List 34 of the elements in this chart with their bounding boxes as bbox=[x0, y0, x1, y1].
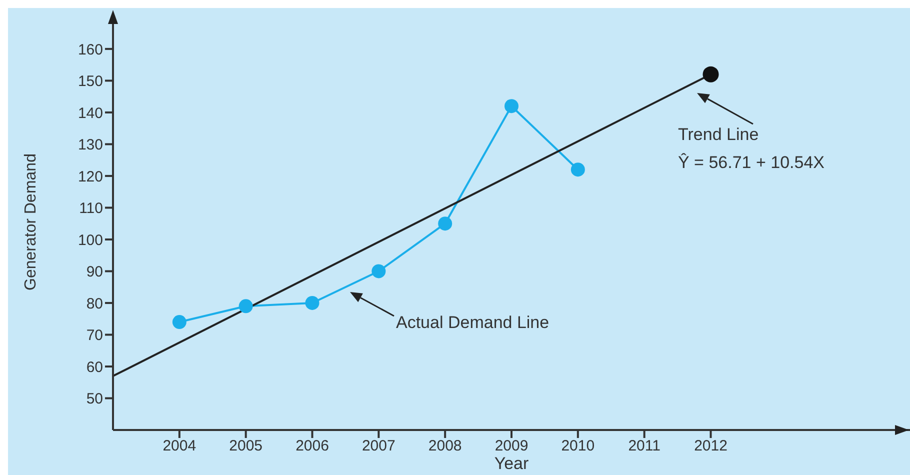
point bbox=[438, 216, 452, 231]
point bbox=[702, 66, 719, 82]
y-tick-label: 70 bbox=[86, 327, 103, 344]
point bbox=[504, 99, 518, 114]
x-tick-label: 2009 bbox=[494, 438, 528, 455]
y-tick-label: 110 bbox=[79, 200, 103, 218]
annotation: Ŷ = 56.71 + 10.54X bbox=[678, 153, 825, 172]
y-tick-label: 140 bbox=[78, 104, 103, 122]
x-axis-title: Year bbox=[494, 454, 530, 473]
x-tick-label: 2004 bbox=[162, 438, 196, 455]
point bbox=[305, 296, 320, 310]
annotation: Trend Line bbox=[678, 125, 759, 144]
x-tick-label: 2008 bbox=[428, 438, 462, 455]
y-tick-label: 80 bbox=[86, 295, 103, 312]
point bbox=[372, 264, 386, 278]
y-tick-label: 120 bbox=[78, 168, 103, 186]
y-tick-label: 160 bbox=[78, 41, 103, 58]
x-tick-label: 2012 bbox=[694, 438, 728, 455]
y-tick-label: 50 bbox=[86, 390, 103, 408]
x-tick-label: 2011 bbox=[628, 438, 660, 455]
x-tick-label: 2005 bbox=[229, 438, 263, 455]
y-tick-label: 60 bbox=[86, 358, 103, 376]
y-tick-label: 90 bbox=[86, 264, 103, 281]
annotation: Actual Demand Line bbox=[396, 313, 550, 332]
y-tick-label: 100 bbox=[78, 232, 103, 249]
y-tick-label: 130 bbox=[78, 136, 103, 154]
y-tick-label: 150 bbox=[78, 73, 103, 90]
point bbox=[172, 315, 186, 330]
point bbox=[238, 299, 253, 314]
y-axis-title: Generator Demand bbox=[22, 154, 40, 290]
x-tick-label: 2006 bbox=[296, 438, 329, 455]
x-tick-label: 2007 bbox=[362, 438, 396, 455]
x-tick-label: 2010 bbox=[561, 438, 595, 455]
point bbox=[570, 162, 585, 177]
